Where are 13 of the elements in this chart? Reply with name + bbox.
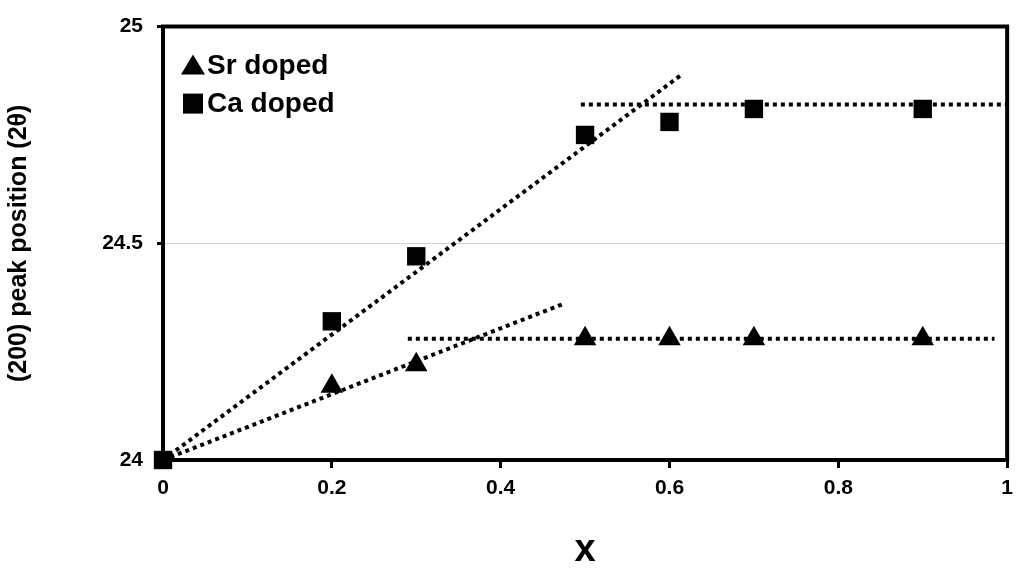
x-tick-label: 0 <box>157 475 169 499</box>
legend-label: Ca doped <box>207 87 335 119</box>
x-tick-label: 0.4 <box>486 475 516 499</box>
x-axis-title: x <box>574 526 596 569</box>
y-tick-label: 25 <box>119 13 144 37</box>
y-tick-label: 24 <box>119 446 144 470</box>
x-tick-label: 0.2 <box>317 475 347 499</box>
legend-label: Sr doped <box>207 49 329 81</box>
x-tick-label: 0.6 <box>654 475 685 499</box>
x-tick-label: 0.8 <box>823 475 854 499</box>
y-tick-label: 24.5 <box>102 230 144 254</box>
y-axis-title: (200) peak position (2θ) <box>2 104 31 383</box>
x-tick-label: 1 <box>1001 475 1014 499</box>
